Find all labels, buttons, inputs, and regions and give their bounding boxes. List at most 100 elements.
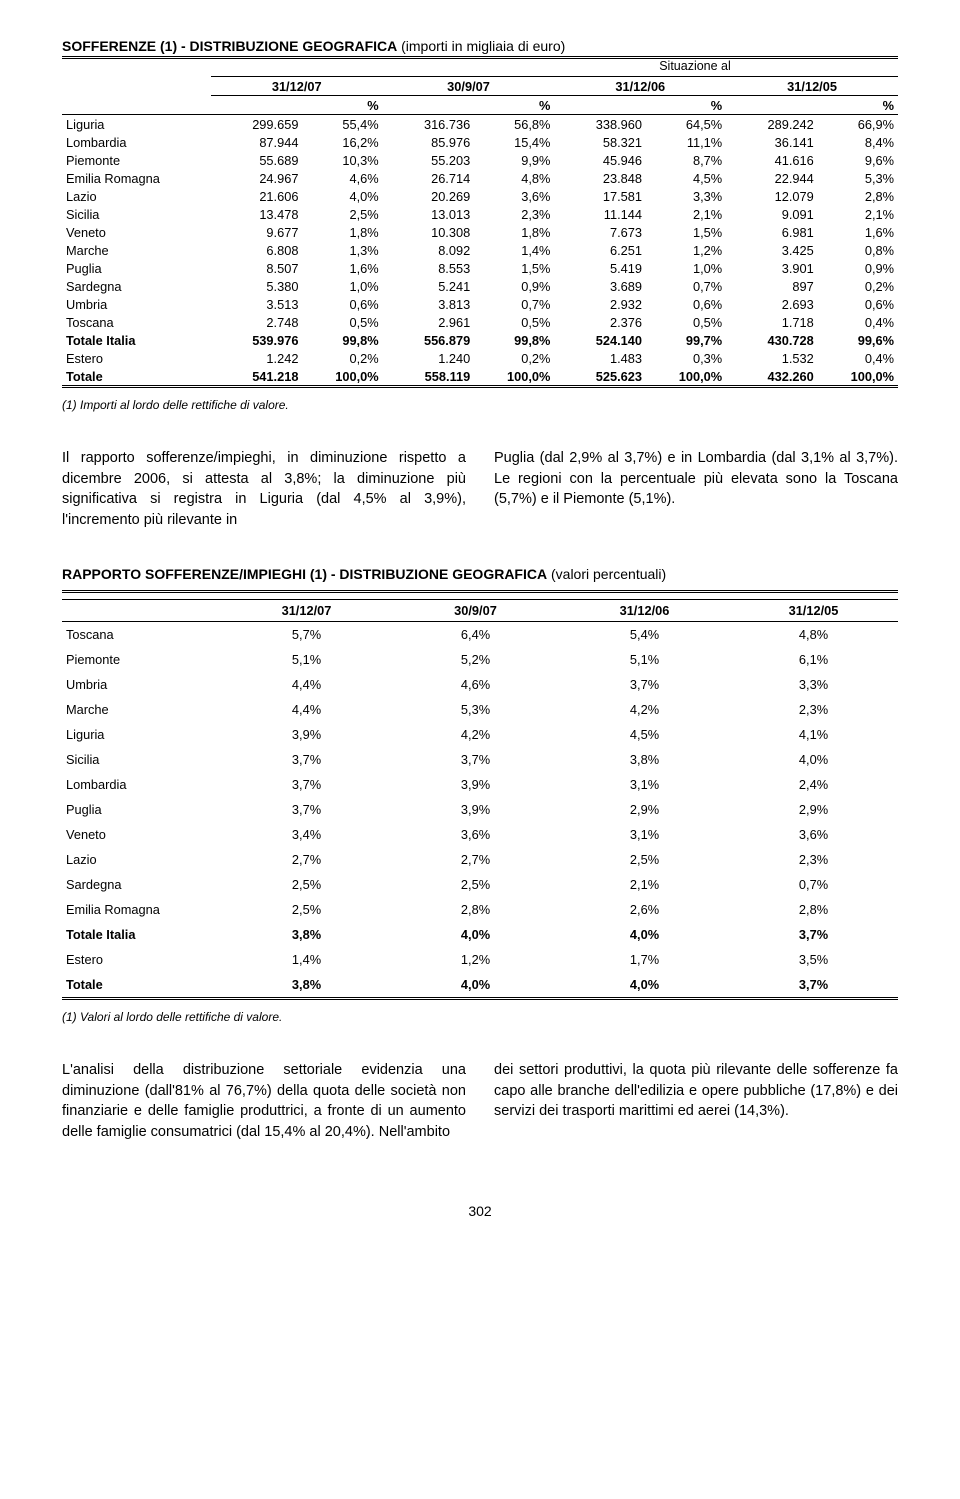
row-label: Emilia Romagna <box>62 897 222 922</box>
cell: 41.616 <box>726 151 818 169</box>
t1-h1: 31/12/07 <box>211 77 383 96</box>
cell: 55,4% <box>302 115 382 134</box>
cell: 5,3% <box>391 697 560 722</box>
cell: 3,1% <box>560 772 729 797</box>
cell: 8.092 <box>383 241 475 259</box>
table-row: Marche4,4%5,3%4,2%2,3% <box>62 697 898 722</box>
cell: 13.013 <box>383 205 475 223</box>
cell: 539.976 <box>211 331 303 349</box>
cell: 4,8% <box>729 622 898 648</box>
cell: 2,8% <box>391 897 560 922</box>
table-row: Liguria3,9%4,2%4,5%4,1% <box>62 722 898 747</box>
cell: 2,7% <box>222 847 391 872</box>
cell: 1,4% <box>474 241 554 259</box>
cell: 3,6% <box>391 822 560 847</box>
cell: 5.241 <box>383 277 475 295</box>
cell: 4,0% <box>391 922 560 947</box>
row-label: Marche <box>62 241 211 259</box>
t2-h3: 31/12/06 <box>560 600 729 622</box>
cell: 3,6% <box>474 187 554 205</box>
cell: 2,9% <box>560 797 729 822</box>
cell: 1,7% <box>560 947 729 972</box>
cell: 4,6% <box>391 672 560 697</box>
table2-title-light: (valori percentuali) <box>547 566 666 582</box>
table-row: Lazio2,7%2,7%2,5%2,3% <box>62 847 898 872</box>
cell: 100,0% <box>818 367 898 385</box>
table-row: Emilia Romagna2,5%2,8%2,6%2,8% <box>62 897 898 922</box>
cell: 3,7% <box>391 747 560 772</box>
row-label: Totale <box>62 367 211 385</box>
para2-left: L'analisi della distribuzione settoriale… <box>62 1060 466 1142</box>
cell: 1,2% <box>391 947 560 972</box>
cell: 1.242 <box>211 349 303 367</box>
table1-header-pct: % % % % <box>62 96 898 115</box>
cell: 2,1% <box>646 205 726 223</box>
cell: 4,4% <box>222 672 391 697</box>
paragraph-1: Il rapporto sofferenze/impieghi, in dimi… <box>62 448 898 530</box>
table-row: Sicilia13.4782,5%13.0132,3%11.1442,1%9.0… <box>62 205 898 223</box>
cell: 3,3% <box>729 672 898 697</box>
cell: 289.242 <box>726 115 818 134</box>
cell: 3.513 <box>211 295 303 313</box>
cell: 5.380 <box>211 277 303 295</box>
table2-header: 31/12/07 30/9/07 31/12/06 31/12/05 <box>62 600 898 622</box>
cell: 22.944 <box>726 169 818 187</box>
t2-h1: 31/12/07 <box>222 600 391 622</box>
cell: 3,9% <box>222 722 391 747</box>
table-row: Totale3,8%4,0%4,0%3,7% <box>62 972 898 997</box>
table2: 31/12/07 30/9/07 31/12/06 31/12/05 Tosca… <box>62 599 898 997</box>
t1-h4: 31/12/05 <box>726 77 898 96</box>
table1: 31/12/07 30/9/07 31/12/06 31/12/05 % % %… <box>62 76 898 385</box>
cell: 100,0% <box>646 367 726 385</box>
row-label: Estero <box>62 349 211 367</box>
cell: 1.532 <box>726 349 818 367</box>
row-label: Lazio <box>62 847 222 872</box>
table-row: Puglia3,7%3,9%2,9%2,9% <box>62 797 898 822</box>
cell: 3,7% <box>222 747 391 772</box>
cell: 3.901 <box>726 259 818 277</box>
cell: 4,0% <box>560 922 729 947</box>
cell: 2,1% <box>560 872 729 897</box>
cell: 16,2% <box>302 133 382 151</box>
para1-right: Puglia (dal 2,9% al 3,7%) e in Lombardia… <box>494 448 898 530</box>
page: SOFFERENZE (1) - DISTRIBUZIONE GEOGRAFIC… <box>0 0 960 1249</box>
cell: 316.736 <box>383 115 475 134</box>
cell: 1,8% <box>474 223 554 241</box>
cell: 1,2% <box>646 241 726 259</box>
cell: 55.203 <box>383 151 475 169</box>
cell: 4,0% <box>302 187 382 205</box>
table-row: Toscana5,7%6,4%5,4%4,8% <box>62 622 898 648</box>
cell: 4,2% <box>391 722 560 747</box>
cell: 2.693 <box>726 295 818 313</box>
cell: 10.308 <box>383 223 475 241</box>
para1-left: Il rapporto sofferenze/impieghi, in dimi… <box>62 448 466 530</box>
table2-footnote: (1) Valori al lordo delle rettifiche di … <box>62 1010 898 1024</box>
row-label: Totale Italia <box>62 922 222 947</box>
para2-right: dei settori produttivi, la quota più ril… <box>494 1060 898 1142</box>
cell: 1,4% <box>222 947 391 972</box>
cell: 1,5% <box>474 259 554 277</box>
table-row: Sardegna5.3801,0%5.2410,9%3.6890,7%8970,… <box>62 277 898 295</box>
table1-caption: Situazione al <box>492 59 898 73</box>
cell: 4,0% <box>560 972 729 997</box>
t2-h2: 30/9/07 <box>391 600 560 622</box>
table-row: Estero1,4%1,2%1,7%3,5% <box>62 947 898 972</box>
cell: 5.419 <box>554 259 646 277</box>
cell: 3,7% <box>222 772 391 797</box>
cell: 525.623 <box>554 367 646 385</box>
cell: 36.141 <box>726 133 818 151</box>
cell: 4,6% <box>302 169 382 187</box>
cell: 1,6% <box>302 259 382 277</box>
cell: 0,6% <box>302 295 382 313</box>
cell: 558.119 <box>383 367 475 385</box>
row-label: Sicilia <box>62 205 211 223</box>
cell: 8.553 <box>383 259 475 277</box>
cell: 87.944 <box>211 133 303 151</box>
cell: 3,9% <box>391 772 560 797</box>
row-label: Liguria <box>62 115 211 134</box>
cell: 17.581 <box>554 187 646 205</box>
table-row: Piemonte5,1%5,2%5,1%6,1% <box>62 647 898 672</box>
cell: 2,5% <box>222 897 391 922</box>
cell: 6.981 <box>726 223 818 241</box>
table2-title-bold: RAPPORTO SOFFERENZE/IMPIEGHI (1) - DISTR… <box>62 566 547 582</box>
